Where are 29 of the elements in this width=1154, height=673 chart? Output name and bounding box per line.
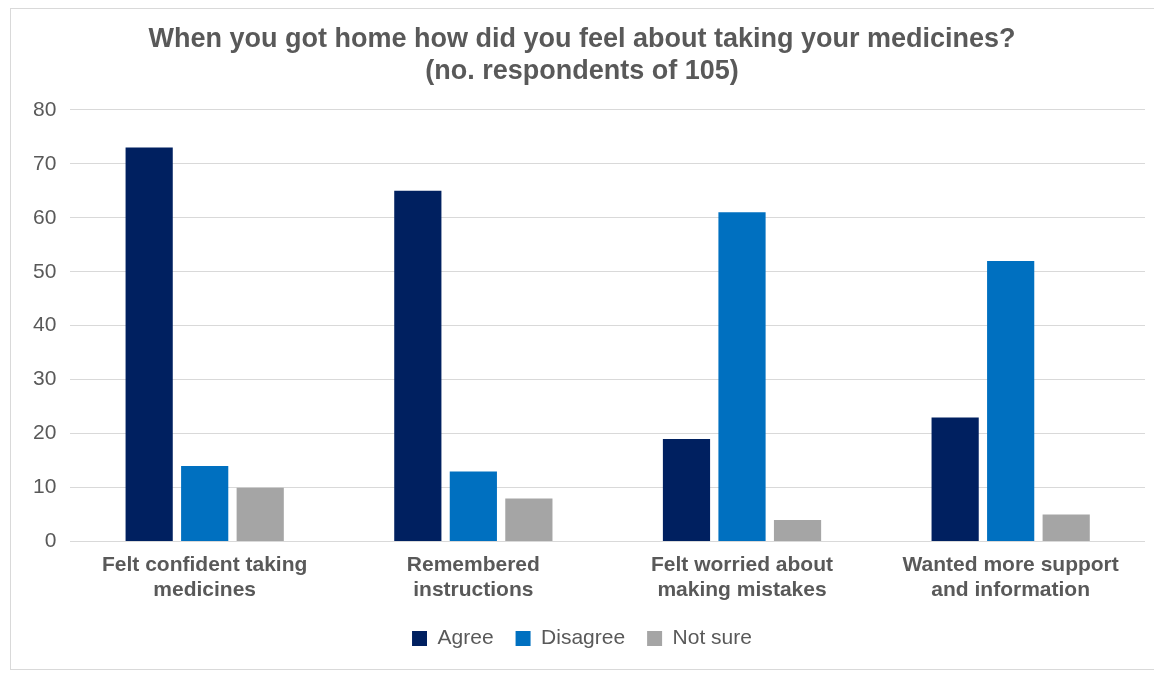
y-tick-label: 30 [33,366,57,390]
bar [394,190,442,542]
x-tick-label: Felt worried about making mistakes [651,552,834,601]
x-tick-label: Wanted more support and information [902,552,1119,601]
bar [718,212,766,542]
y-tick-label: 10 [33,474,57,498]
legend-label: Disagree [541,625,626,649]
y-tick-label: 40 [33,312,57,336]
bar [505,498,553,542]
bar [1042,514,1090,542]
bar [987,260,1035,542]
y-tick-label: 70 [33,150,57,174]
chart-title: When you got home how did you feel about taking your medicines? (no. respondents of 105) [148,22,1016,86]
y-tick-label: 50 [33,258,57,282]
y-tick-label: 0 [44,528,57,552]
bar [773,520,822,542]
bar [181,466,229,542]
y-tick-label: 60 [33,204,57,228]
y-tick-label: 80 [33,96,57,120]
bar [662,439,711,542]
bar [236,487,284,542]
bar [125,147,173,542]
bar [931,417,979,542]
x-tick-label: Felt confident taking medicines [102,552,308,601]
legend-label: Not sure [672,625,752,649]
x-tick-label: Remembered instructions [406,552,540,601]
legend-label: Agree [437,625,494,649]
bar [449,471,497,542]
y-tick-label: 20 [33,420,57,444]
